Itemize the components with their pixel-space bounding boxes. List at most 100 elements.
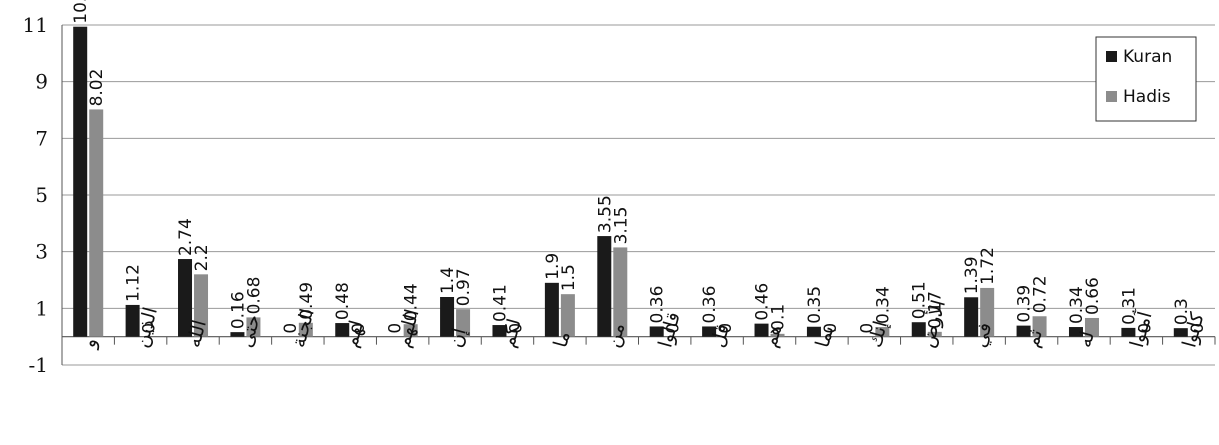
bar-kuran bbox=[230, 332, 245, 337]
data-label-hadis: 3.15 bbox=[611, 207, 631, 245]
data-label-hadis: 0 bbox=[506, 323, 526, 334]
gridlines bbox=[62, 24, 1215, 366]
data-label-hadis: 2.2 bbox=[192, 244, 212, 271]
data-label-hadis: 1.5 bbox=[559, 264, 579, 291]
data-label-kuran: 0.35 bbox=[805, 286, 825, 324]
data-label-kuran: 0.3 bbox=[1172, 298, 1192, 325]
data-label-kuran: 0.41 bbox=[490, 284, 510, 322]
data-label-kuran: 0.31 bbox=[1119, 287, 1139, 325]
x-tick-label: ما bbox=[549, 329, 574, 350]
bar-kuran bbox=[964, 297, 979, 337]
data-label-kuran: 0.34 bbox=[1067, 286, 1087, 324]
data-label-kuran: 0.16 bbox=[228, 291, 248, 329]
bar-hadis bbox=[246, 317, 261, 337]
bar-hadis bbox=[89, 109, 104, 337]
data-label-kuran: 0 bbox=[386, 323, 406, 334]
bar-kuran bbox=[1016, 325, 1031, 337]
data-label-hadis: 1.72 bbox=[978, 247, 998, 285]
bar-hadis bbox=[875, 327, 890, 337]
bar-hadis bbox=[1084, 317, 1099, 337]
bar-kuran bbox=[702, 326, 717, 337]
bar-hadis bbox=[927, 331, 942, 337]
y-tick-labels: -1 1 3 5 7 9 11 bbox=[23, 13, 48, 377]
bar-hadis bbox=[194, 274, 209, 337]
data-label-hadis: 0.17 bbox=[926, 291, 946, 329]
data-label-hadis: 8.02 bbox=[87, 69, 107, 107]
data-label-kuran: 2.74 bbox=[176, 218, 196, 256]
y-tick-label: 7 bbox=[35, 126, 48, 150]
bar-hadis bbox=[980, 287, 995, 337]
bar-kuran bbox=[1068, 327, 1083, 337]
data-label-hadis: 0 bbox=[1135, 323, 1155, 334]
x-tick-label: ثم bbox=[1021, 327, 1047, 350]
legend: Kuran Hadis bbox=[1095, 36, 1197, 122]
legend-swatch bbox=[1106, 91, 1117, 102]
bar-kuran bbox=[178, 259, 193, 337]
bar-kuran bbox=[73, 26, 88, 337]
y-tick-label: 11 bbox=[23, 13, 48, 37]
data-label-hadis: 0.44 bbox=[402, 283, 422, 321]
bar-kuran bbox=[1173, 328, 1188, 337]
data-label-hadis: 0.97 bbox=[454, 268, 474, 306]
x-tick-label: اللهم bbox=[392, 307, 423, 350]
data-label-kuran: 0.36 bbox=[700, 286, 720, 324]
data-labels: 10.948.021.1202.742.20.160.6800.490.4800… bbox=[71, 0, 1208, 334]
bar-kuran bbox=[649, 326, 664, 337]
data-label-kuran: 10.94 bbox=[71, 0, 91, 24]
data-label-hadis: 0.66 bbox=[1083, 277, 1103, 315]
data-label-kuran: 0 bbox=[857, 323, 877, 334]
bar-kuran bbox=[544, 282, 559, 337]
data-label-kuran: 0.39 bbox=[1015, 285, 1035, 323]
data-label-kuran: 1.39 bbox=[962, 256, 982, 294]
data-label-kuran: 0.51 bbox=[910, 281, 930, 319]
data-label-hadis: 0 bbox=[349, 323, 369, 334]
data-label-kuran: 0.48 bbox=[333, 282, 353, 320]
bar-kuran bbox=[335, 323, 350, 337]
bars bbox=[73, 26, 1188, 337]
y-tick-label: -1 bbox=[29, 353, 48, 377]
data-label-kuran: 0.36 bbox=[648, 286, 668, 324]
x-tick-label: لهم bbox=[340, 318, 368, 350]
data-label-kuran: 1.4 bbox=[438, 267, 458, 294]
bar-hadis bbox=[403, 324, 418, 337]
legend-swatch bbox=[1106, 51, 1117, 62]
legend-label: Kuran bbox=[1123, 47, 1172, 67]
bar-kuran bbox=[754, 323, 769, 337]
bar-hadis bbox=[1032, 316, 1047, 337]
y-tick-label: 1 bbox=[35, 296, 48, 320]
bar-kuran bbox=[911, 322, 926, 337]
data-label-kuran: 0.46 bbox=[753, 283, 773, 321]
x-tick-label: له bbox=[1074, 329, 1099, 350]
data-label-hadis: 0 bbox=[716, 323, 736, 334]
data-label-hadis: 0 bbox=[664, 323, 684, 334]
bar-hadis bbox=[456, 309, 471, 337]
data-label-hadis: 0.68 bbox=[244, 277, 264, 315]
data-label-hadis: 0 bbox=[1188, 323, 1208, 334]
bar-hadis bbox=[298, 322, 313, 337]
y-tick-label: 3 bbox=[35, 240, 48, 264]
bar-hadis bbox=[613, 247, 628, 337]
y-tick-label: 9 bbox=[35, 70, 48, 94]
data-label-hadis: 0 bbox=[140, 323, 160, 334]
x-tick-label: الجنة bbox=[287, 306, 318, 350]
data-label-hadis: 0.34 bbox=[873, 286, 893, 324]
data-label-kuran: 0 bbox=[281, 323, 301, 334]
bar-kuran bbox=[125, 304, 140, 337]
legend-label: Hadis bbox=[1123, 87, 1171, 107]
bar-hadis bbox=[770, 333, 785, 337]
data-label-hadis: 0 bbox=[821, 323, 841, 334]
bar-hadis bbox=[560, 294, 575, 337]
bar-kuran bbox=[1121, 327, 1136, 337]
y-tick-label: 5 bbox=[35, 183, 48, 207]
bar-kuran bbox=[597, 236, 612, 337]
data-label-kuran: 1.12 bbox=[124, 264, 144, 302]
data-label-kuran: 1.9 bbox=[543, 253, 563, 280]
data-label-kuran: 3.55 bbox=[595, 195, 615, 233]
data-label-hadis: 0.72 bbox=[1031, 275, 1051, 313]
bar-kuran bbox=[806, 326, 821, 337]
data-label-hadis: 0.49 bbox=[297, 282, 317, 320]
bar-kuran bbox=[440, 297, 455, 337]
x-tick-label: و bbox=[78, 335, 102, 351]
data-label-hadis: 0.1 bbox=[769, 304, 789, 331]
